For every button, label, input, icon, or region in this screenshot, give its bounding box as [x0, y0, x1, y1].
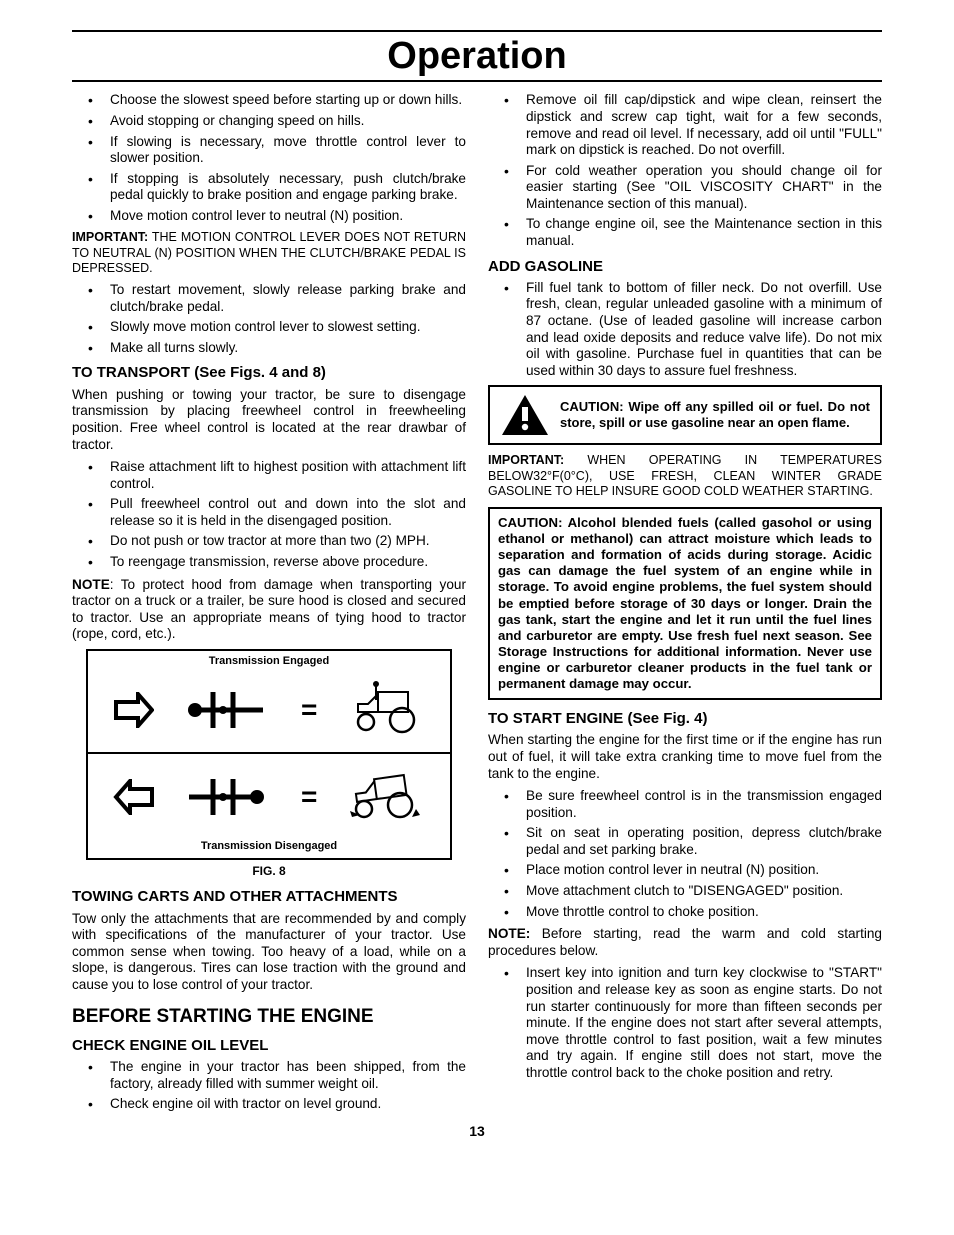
bullet-list: To restart movement, slowly release park…	[72, 282, 466, 356]
section-heading-start: TO START ENGINE (See Fig. 4)	[488, 710, 882, 728]
equals-icon: =	[301, 693, 317, 727]
section-heading-before-start: BEFORE STARTING THE ENGINE	[72, 1005, 466, 1028]
note-paragraph: NOTE: To protect hood from damage when t…	[72, 577, 466, 643]
note-text: : To protect hood from damage when trans…	[72, 577, 466, 642]
figure-8: Transmission Engaged =	[86, 649, 452, 860]
section-heading-transport: TO TRANSPORT (See Figs. 4 and 8)	[72, 364, 466, 382]
list-item: Remove oil fill cap/dipstick and wipe cl…	[488, 92, 882, 158]
section-heading-towing: TOWING CARTS AND OTHER ATTACHMENTS	[72, 888, 466, 906]
important-label: IMPORTANT:	[488, 453, 564, 467]
list-item: Be sure freewheel control is in the tran…	[488, 788, 882, 821]
bullet-list: Insert key into ignition and turn key cl…	[488, 965, 882, 1081]
bullet-list: Raise attachment lift to highest positio…	[72, 459, 466, 570]
important-note: IMPORTANT: WHEN OPERATING IN TEMPERATURE…	[488, 453, 882, 499]
list-item: If slowing is necessary, move throttle c…	[72, 134, 466, 167]
list-item: Sit on seat in operating position, depre…	[488, 825, 882, 858]
tractor-disengaged-icon	[346, 767, 426, 827]
list-item: Choose the slowest speed before starting…	[72, 92, 466, 109]
note-label: NOTE	[72, 577, 110, 592]
list-item: Pull freewheel control out and down into…	[72, 496, 466, 529]
arrow-right-icon	[112, 692, 154, 728]
bullet-list: Choose the slowest speed before starting…	[72, 92, 466, 224]
list-item: Move attachment clutch to "DISENGAGED" p…	[488, 883, 882, 900]
list-item: Avoid stopping or changing speed on hill…	[72, 113, 466, 130]
section-heading-gas: ADD GASOLINE	[488, 258, 882, 276]
paragraph: When starting the engine for the first t…	[488, 732, 882, 782]
list-item: Insert key into ignition and turn key cl…	[488, 965, 882, 1081]
right-column: Remove oil fill cap/dipstick and wipe cl…	[488, 92, 882, 1118]
list-item: Raise attachment lift to highest positio…	[72, 459, 466, 492]
section-heading-oil: CHECK ENGINE OIL LEVEL	[72, 1037, 466, 1055]
tractor-engaged-icon	[346, 680, 426, 740]
warning-triangle-icon	[500, 393, 550, 437]
two-column-layout: Choose the slowest speed before starting…	[72, 92, 882, 1118]
bullet-list: The engine in your tractor has been ship…	[72, 1059, 466, 1113]
figure-bottom-panel: =	[88, 754, 450, 840]
list-item: For cold weather operation you should ch…	[488, 163, 882, 213]
list-item: Place motion control lever in neutral (N…	[488, 862, 882, 879]
list-item: Check engine oil with tractor on level g…	[72, 1096, 466, 1113]
paragraph: When pushing or towing your tractor, be …	[72, 387, 466, 453]
list-item: The engine in your tractor has been ship…	[72, 1059, 466, 1092]
list-item: Slowly move motion control lever to slow…	[72, 319, 466, 336]
bullet-list: Remove oil fill cap/dipstick and wipe cl…	[488, 92, 882, 249]
list-item: To restart movement, slowly release park…	[72, 282, 466, 315]
caution-box: CAUTION: Wipe off any spilled oil or fue…	[488, 385, 882, 445]
equals-icon: =	[301, 780, 317, 814]
arrow-left-icon	[112, 779, 154, 815]
note-text: Before starting, read the warm and cold …	[488, 926, 882, 958]
list-item: Make all turns slowly.	[72, 340, 466, 357]
list-item: Move motion control lever to neutral (N)…	[72, 208, 466, 225]
list-item: If stopping is absolutely necessary, pus…	[72, 171, 466, 204]
list-item: To reengage transmission, reverse above …	[72, 554, 466, 571]
list-item: Fill fuel tank to bottom of filler neck.…	[488, 280, 882, 379]
note-paragraph: NOTE: Before starting, read the warm and…	[488, 926, 882, 959]
caution-box-large: CAUTION: Alcohol blended fuels (called g…	[488, 507, 882, 700]
paragraph: Tow only the attachments that are recomm…	[72, 911, 466, 994]
bullet-list: Fill fuel tank to bottom of filler neck.…	[488, 280, 882, 379]
figure-caption: FIG. 8	[72, 864, 466, 879]
list-item: Do not push or tow tractor at more than …	[72, 533, 466, 550]
important-note: IMPORTANT: THE MOTION CONTROL LEVER DOES…	[72, 230, 466, 276]
left-column: Choose the slowest speed before starting…	[72, 92, 466, 1118]
page-title: Operation	[72, 30, 882, 82]
note-label: NOTE:	[488, 926, 530, 941]
lever-engaged-icon	[183, 680, 273, 740]
figure-top-panel: =	[88, 668, 450, 754]
page-number: 13	[72, 1123, 882, 1140]
list-item: To change engine oil, see the Maintenanc…	[488, 216, 882, 249]
bullet-list: Be sure freewheel control is in the tran…	[488, 788, 882, 920]
figure-top-label: Transmission Engaged	[88, 651, 450, 668]
caution-text: CAUTION: Wipe off any spilled oil or fue…	[560, 399, 870, 431]
list-item: Move throttle control to choke position.	[488, 904, 882, 921]
figure-bottom-label: Transmission Disengaged	[88, 840, 450, 857]
important-label: IMPORTANT:	[72, 230, 148, 244]
lever-disengaged-icon	[183, 767, 273, 827]
